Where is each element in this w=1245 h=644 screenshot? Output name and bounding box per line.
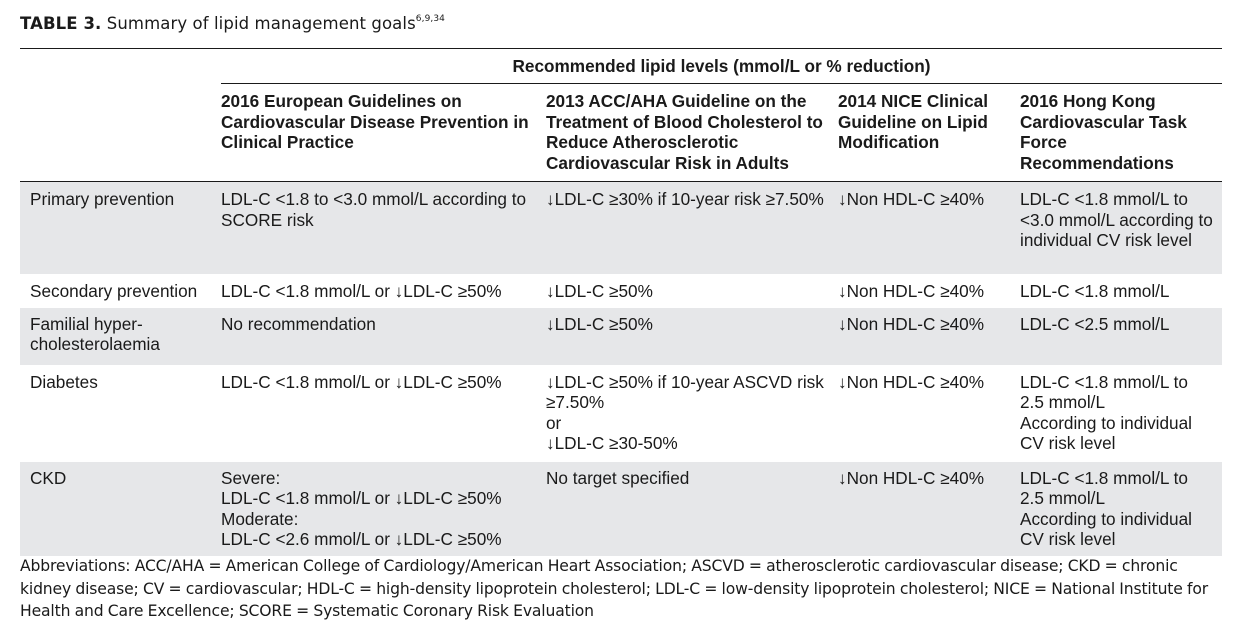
cell-line: ↓Non HDL-C ≥40%: [838, 467, 985, 488]
column-header-nice: 2014 NICE Clinical Guideline on Lipid Mo…: [838, 83, 1020, 182]
cell-acc-aha: ↓LDL-C ≥30% if 10-year risk ≥7.50%: [546, 181, 838, 274]
cell-european: LDL-C <1.8 mmol/L or ↓LDL-C ≥50%: [221, 274, 546, 308]
cell-line: Severe:: [221, 467, 281, 488]
table-title: Summary of lipid management goals: [106, 14, 416, 33]
cell-line: ↓Non HDL-C ≥40%: [838, 371, 985, 392]
column-header-hong-kong: 2016 Hong Kong Cardiovascular Task Force…: [1020, 83, 1222, 182]
cell-line: or: [546, 412, 562, 433]
table-number: TABLE 3.: [20, 14, 102, 33]
cell-nice: ↓Non HDL-C ≥40%: [838, 307, 1020, 365]
cell-nice: ↓Non HDL-C ≥40%: [838, 181, 1020, 274]
cell-line: No recommendation: [221, 313, 376, 334]
cell-line: ↓LDL-C ≥30% if 10-year risk ≥7.50%: [546, 189, 824, 209]
column-header-acc-aha: 2013 ACC/AHA Guideline on the Treatment …: [546, 83, 838, 182]
cell-line: ↓Non HDL-C ≥40%: [838, 313, 985, 334]
cell-acc-aha: ↓LDL-C ≥50%: [546, 307, 838, 365]
cell-line: LDL-C <1.8 mmol/L or ↓LDL-C ≥50%: [221, 281, 502, 301]
cell-hong-kong: LDL-C <1.8 mmol/L: [1020, 274, 1222, 308]
abbreviations-footnote: Abbreviations: ACC/AHA = American Colleg…: [20, 557, 1209, 620]
cell-hong-kong: LDL-C <1.8 mmol/L to <3.0 mmol/L accordi…: [1020, 181, 1222, 274]
cell-line: LDL-C <1.8 mmol/L or ↓LDL-C ≥50%: [221, 488, 502, 508]
cell-line: ↓LDL-C ≥50%: [546, 281, 653, 301]
cell-line: According to individual CV risk level: [1020, 508, 1192, 550]
cell-line: LDL-C <1.8 mmol/L or ↓LDL-C ≥50%: [221, 371, 502, 392]
cell-nice: ↓Non HDL-C ≥40%: [838, 461, 1020, 556]
cell-line: LDL-C <1.8 mmol/L to <3.0 mmol/L accordi…: [1020, 189, 1213, 250]
column-header-european: 2016 European Guidelines on Cardiovascul…: [221, 83, 546, 182]
cell-line: LDL-C <1.8 mmol/L: [1020, 281, 1170, 301]
row-label: CKD: [20, 461, 221, 556]
cell-line: LDL-C <2.5 mmol/L: [1020, 313, 1170, 334]
row-label: Familial hyper-cholesterolaemia: [20, 307, 221, 365]
cell-line: ↓LDL-C ≥50%: [546, 313, 653, 334]
table-row: Familial hyper-cholesterolaemia No recom…: [20, 307, 1222, 365]
cell-line: LDL-C <1.8 mmol/L to 2.5 mmol/L: [1020, 467, 1188, 509]
table-row: CKD Severe: LDL-C <1.8 mmol/L or ↓LDL-C …: [20, 461, 1222, 556]
cell-line: ↓Non HDL-C ≥40%: [838, 281, 985, 301]
cell-nice: ↓Non HDL-C ≥40%: [838, 274, 1020, 308]
cell-line: ↓LDL-C ≥50% if 10-year ASCVD risk ≥7.50%: [546, 371, 824, 413]
cell-european: LDL-C <1.8 mmol/L or ↓LDL-C ≥50%: [221, 365, 546, 462]
cell-line: According to individual CV risk level: [1020, 412, 1192, 454]
cell-european: No recommendation: [221, 307, 546, 365]
cell-hong-kong: LDL-C <2.5 mmol/L: [1020, 307, 1222, 365]
cell-line: No target specified: [546, 467, 690, 488]
cell-line: Moderate:: [221, 508, 299, 529]
lipid-goals-table: Recommended lipid levels (mmol/L or % re…: [20, 48, 1222, 556]
group-header: Recommended lipid levels (mmol/L or % re…: [221, 48, 1222, 84]
table-row: Diabetes LDL-C <1.8 mmol/L or ↓LDL-C ≥50…: [20, 365, 1222, 462]
group-header-spacer: [20, 49, 221, 84]
cell-line: LDL-C <2.6 mmol/L or ↓LDL-C ≥50%: [221, 529, 502, 549]
cell-european: LDL-C <1.8 to <3.0 mmol/L according to S…: [221, 181, 546, 274]
cell-line: LDL-C <1.8 to <3.0 mmol/L according to S…: [221, 189, 527, 230]
cell-hong-kong: LDL-C <1.8 mmol/L to 2.5 mmol/L Accordin…: [1020, 365, 1222, 462]
reference-superscript: 6,9,34: [415, 13, 446, 24]
row-label: Diabetes: [30, 371, 98, 392]
cell-acc-aha: No target specified: [546, 461, 838, 556]
group-header-row: Recommended lipid levels (mmol/L or % re…: [20, 48, 1222, 84]
cell-nice: ↓Non HDL-C ≥40%: [838, 365, 1020, 462]
table-row: Primary prevention LDL-C <1.8 to <3.0 mm…: [20, 181, 1222, 274]
table-row: Secondary prevention LDL-C <1.8 mmol/L o…: [20, 274, 1222, 308]
cell-acc-aha: ↓LDL-C ≥50%: [546, 274, 838, 308]
column-header-row: 2016 European Guidelines on Cardiovascul…: [20, 83, 1222, 182]
cell-european: Severe: LDL-C <1.8 mmol/L or ↓LDL-C ≥50%…: [221, 461, 546, 556]
cell-line: LDL-C <1.8 mmol/L to 2.5 mmol/L: [1020, 371, 1188, 413]
row-label: Primary prevention: [20, 181, 221, 274]
cell-hong-kong: LDL-C <1.8 mmol/L to 2.5 mmol/L Accordin…: [1020, 461, 1222, 556]
table-caption: TABLE 3. Summary of lipid management goa…: [20, 13, 446, 34]
column-header-empty: [20, 83, 221, 182]
cell-acc-aha: ↓LDL-C ≥50% if 10-year ASCVD risk ≥7.50%…: [546, 365, 838, 462]
cell-line: ↓Non HDL-C ≥40%: [838, 189, 985, 209]
row-label: Secondary prevention: [30, 281, 198, 301]
cell-line: ↓LDL-C ≥30-50%: [546, 433, 678, 453]
